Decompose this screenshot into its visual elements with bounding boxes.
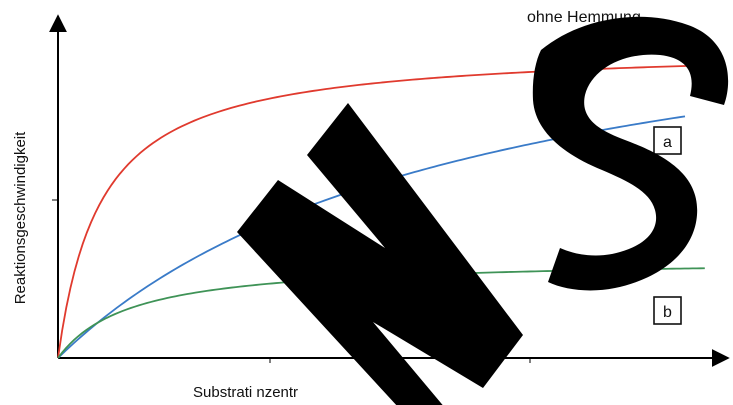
watermark-letter-n (237, 103, 523, 405)
series-line-ohne-hemmung (57, 64, 719, 359)
series-label-a-box (653, 126, 682, 155)
series-label-a: a (663, 134, 672, 151)
series-label-b: b (663, 304, 672, 321)
series-label-b-box (653, 296, 682, 325)
y-axis-label: Reaktionsgeschwindigkeit (12, 131, 29, 304)
watermark (237, 16, 729, 405)
watermark-letter-s (532, 16, 729, 291)
x-axis-label: Substrati nzentr (193, 384, 298, 401)
